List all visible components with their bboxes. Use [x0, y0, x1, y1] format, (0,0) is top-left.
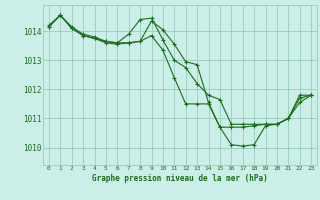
X-axis label: Graphe pression niveau de la mer (hPa): Graphe pression niveau de la mer (hPa) — [92, 174, 268, 183]
